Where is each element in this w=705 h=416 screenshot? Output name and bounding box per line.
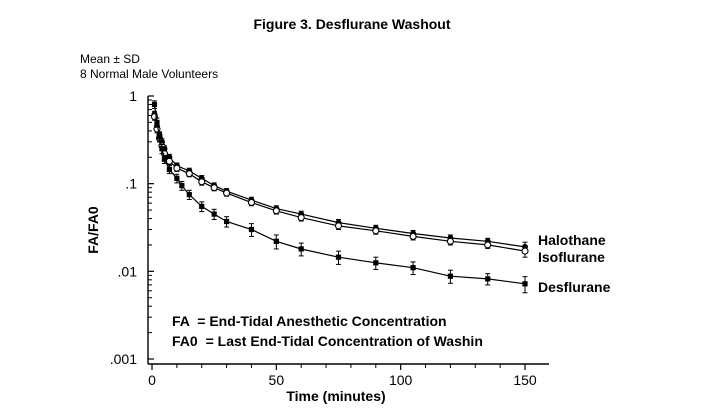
series-line-isoflurane [153, 116, 526, 252]
data-point-isoflurane [446, 237, 454, 245]
data-point-desflurane [211, 211, 217, 217]
data-point-desflurane [179, 183, 185, 189]
y-axis-label: FA/FA0 [85, 206, 101, 254]
series-halothane [151, 110, 528, 253]
series-label-halothane: Halothane [538, 232, 606, 248]
data-point-isoflurane [409, 232, 417, 240]
data-point-desflurane [273, 238, 279, 244]
definition-fa-text: = End-Tidal Anesthetic Concentration [197, 313, 446, 329]
y-axis-ticks: 1 .1 .01 .001 [110, 88, 154, 367]
data-point-desflurane [186, 192, 192, 198]
chart-note-line-2: 8 Normal Male Volunteers [80, 67, 218, 81]
chart-title: Figure 3. Desflurane Washout [253, 16, 450, 32]
y-tick-label: 1 [129, 88, 137, 104]
data-point-desflurane [522, 281, 528, 287]
data-point-desflurane [161, 156, 168, 162]
data-point-desflurane [298, 246, 304, 252]
data-point-desflurane [151, 101, 158, 108]
x-axis-ticks: 0 50 100 150 [148, 364, 537, 388]
series-isoflurane [150, 113, 529, 258]
data-point-desflurane [224, 218, 230, 225]
series-label-isoflurane: Isoflurane [538, 249, 605, 265]
data-point-isoflurane [198, 178, 206, 186]
definition-fa0-symbol: FA0 [172, 333, 198, 349]
data-point-desflurane [485, 276, 491, 282]
data-point-isoflurane [484, 241, 492, 249]
data-point-isoflurane [272, 207, 280, 215]
series-desflurane [151, 100, 528, 294]
data-point-desflurane [373, 260, 379, 266]
x-axis-label: Time (minutes) [286, 388, 385, 404]
data-point-isoflurane [210, 184, 218, 192]
data-point-isoflurane [173, 164, 181, 172]
x-tick-label: 150 [513, 372, 537, 388]
data-point-isoflurane [521, 247, 529, 255]
data-point-desflurane [199, 203, 205, 210]
y-tick-label: .01 [118, 263, 138, 279]
definition-fa-symbol: FA [172, 313, 190, 329]
data-point-desflurane [154, 119, 160, 125]
data-point-isoflurane [334, 222, 343, 230]
data-point-isoflurane [247, 198, 256, 207]
data-point-desflurane [174, 175, 180, 181]
data-point-desflurane [156, 134, 163, 140]
data-point-desflurane [447, 273, 453, 279]
definition-fa: FA = End-Tidal Anesthetic Concentration [172, 313, 447, 329]
definition-fa0: FA0 = Last End-Tidal Concentration of Wa… [172, 333, 483, 349]
data-point-desflurane [335, 254, 342, 260]
data-point-isoflurane [372, 227, 380, 235]
x-tick-label: 50 [269, 372, 285, 388]
data-point-isoflurane [165, 157, 173, 165]
data-point-desflurane [166, 166, 173, 173]
data-point-desflurane [159, 146, 165, 152]
chart-note-line-1: Mean ± SD [80, 52, 140, 66]
data-point-isoflurane [223, 189, 231, 197]
x-tick-label: 0 [148, 372, 156, 388]
series-layer [150, 100, 529, 294]
x-tick-label: 100 [389, 372, 413, 388]
data-point-desflurane [248, 226, 255, 233]
y-tick-label: .1 [125, 176, 137, 192]
data-point-isoflurane [297, 214, 305, 222]
data-point-desflurane [410, 265, 416, 271]
y-tick-label: .001 [110, 351, 137, 367]
series-label-desflurane: Desflurane [538, 279, 611, 295]
data-point-isoflurane [185, 170, 193, 178]
definition-fa0-text: = Last End-Tidal Concentration of Washin [206, 333, 483, 349]
